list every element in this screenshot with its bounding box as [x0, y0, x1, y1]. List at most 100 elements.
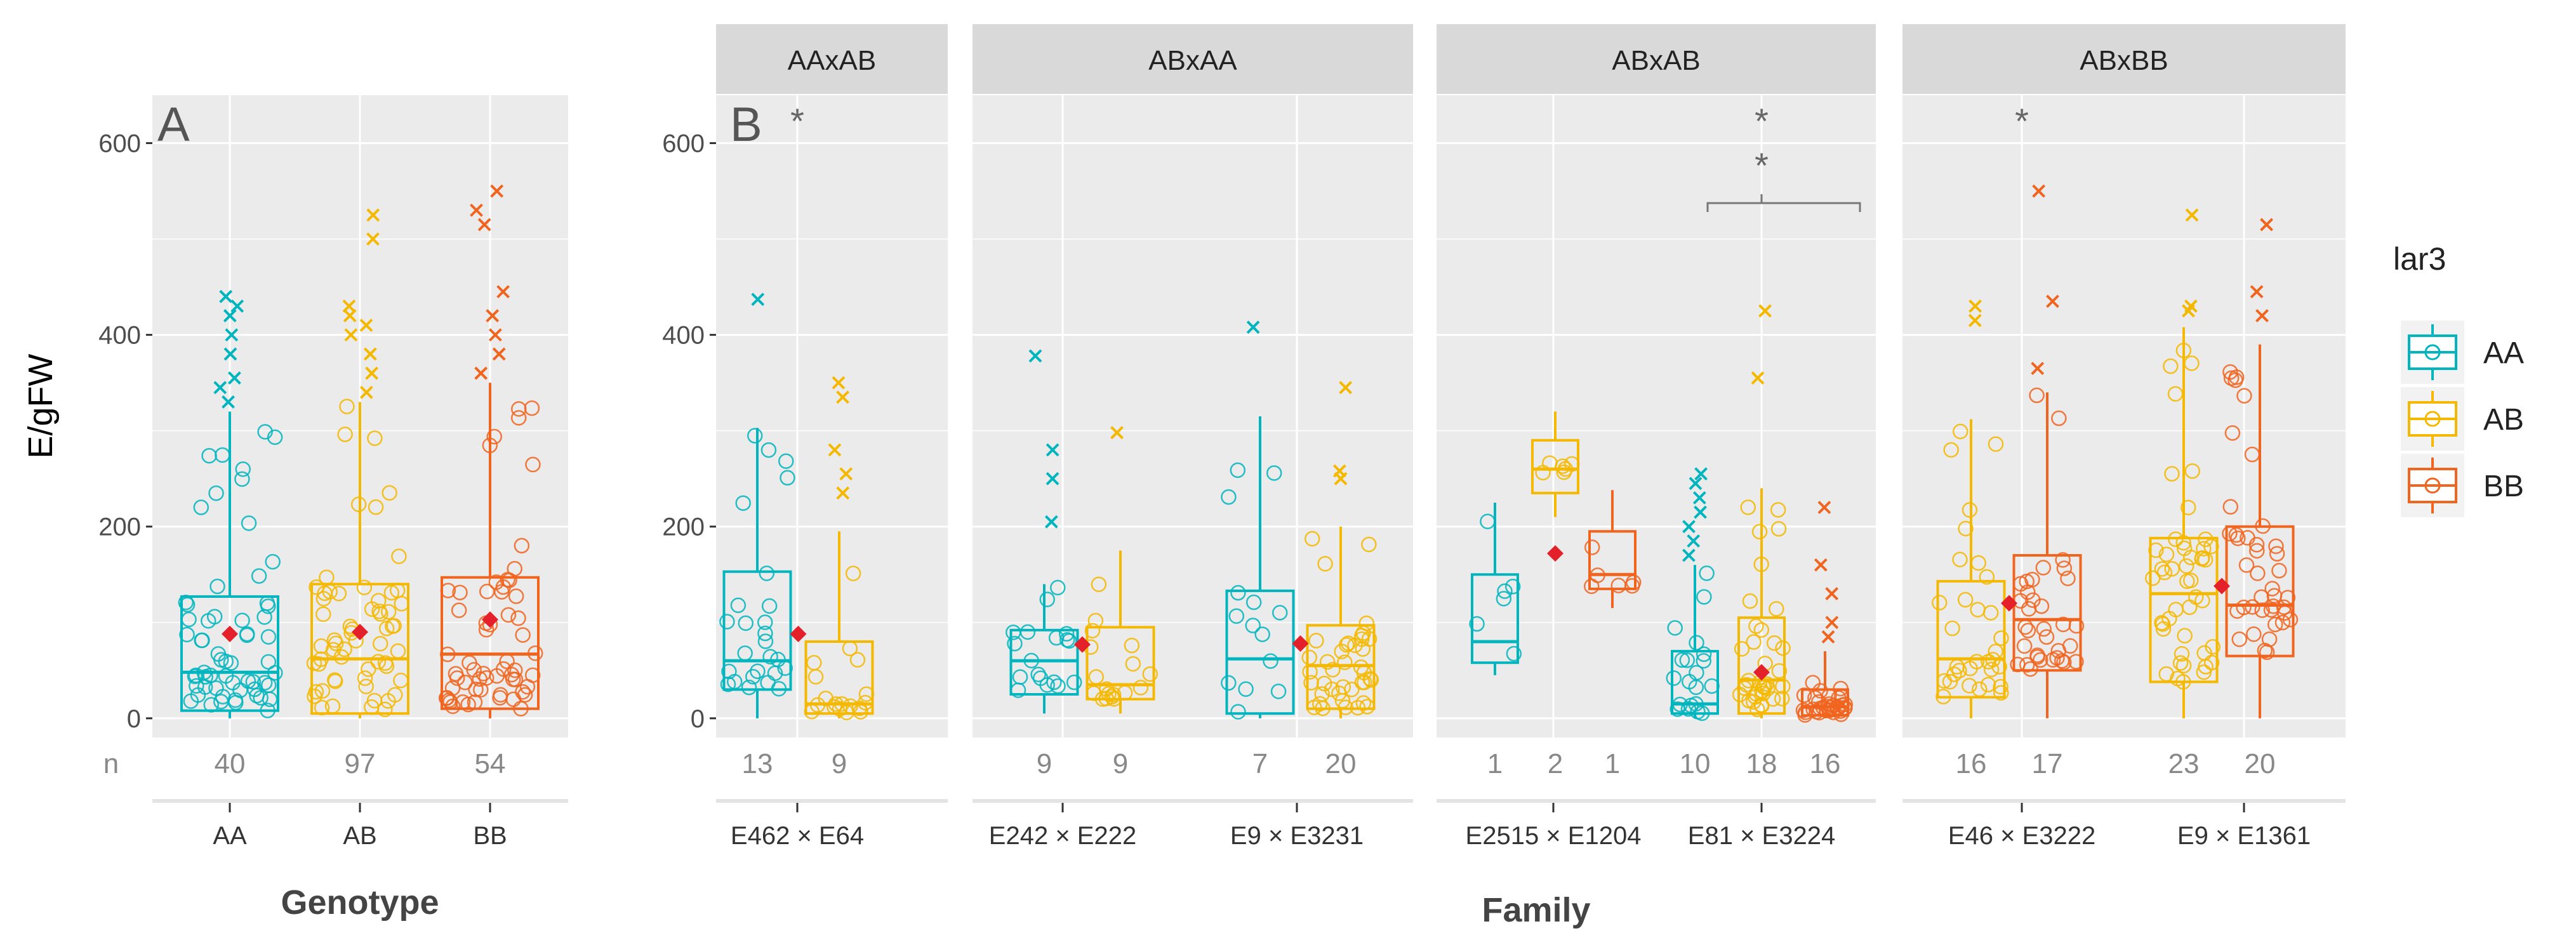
- panel-a-n-count: 40: [215, 748, 246, 779]
- data-point: [337, 426, 353, 442]
- data-point: [1354, 631, 1370, 647]
- data-point: [1506, 645, 1522, 662]
- data-point: [1308, 633, 1324, 649]
- data-point: [2019, 657, 2035, 673]
- facet-abxbb-box-BB: [2010, 184, 2085, 718]
- box-body: [2012, 554, 2082, 672]
- data-point: [500, 572, 515, 588]
- data-point: [1734, 641, 1750, 657]
- data-point: [1084, 623, 1101, 638]
- data-point: [234, 471, 250, 487]
- outlier-point: [1682, 520, 1696, 534]
- outlier-point: [359, 319, 373, 332]
- panel-a-box-AA: [178, 289, 283, 718]
- data-point: [1230, 462, 1246, 479]
- data-point: [2164, 466, 2180, 482]
- data-point: [2179, 558, 2194, 574]
- data-point: [249, 687, 265, 704]
- data-point: [356, 579, 373, 595]
- data-point: [1254, 626, 1270, 642]
- data-point: [1962, 678, 1977, 694]
- data-point: [750, 663, 766, 679]
- data-point: [260, 598, 276, 614]
- outlier-point: [2255, 308, 2269, 322]
- data-point: [2254, 602, 2270, 618]
- data-point: [2045, 652, 2061, 668]
- data-point: [2036, 621, 2052, 637]
- data-point: [495, 579, 512, 595]
- data-point: [239, 627, 255, 644]
- data-point: [515, 684, 531, 700]
- data-point: [2271, 562, 2287, 579]
- data-point: [511, 401, 527, 417]
- panel-a-x-axis-title: Genotype: [281, 883, 439, 922]
- outlier-point: [751, 293, 765, 307]
- box-body: [1225, 589, 1295, 715]
- data-point: [256, 609, 272, 625]
- data-point: [339, 399, 355, 414]
- data-point: [1958, 520, 1974, 537]
- data-point: [206, 609, 223, 625]
- family-label: E9 × E1361: [2177, 822, 2311, 850]
- data-point: [2164, 560, 2180, 577]
- data-point: [235, 461, 251, 477]
- panel-b-ytick-label: 400: [662, 322, 705, 350]
- data-point: [197, 679, 213, 695]
- data-point: [1337, 654, 1353, 670]
- data-point: [510, 410, 527, 426]
- box-body: [1471, 573, 1519, 664]
- data-point: [1952, 552, 1968, 567]
- data-point: [2174, 646, 2190, 662]
- data-point: [1666, 670, 1682, 686]
- data-point: [486, 428, 502, 445]
- family-label: E81 × E3224: [1688, 822, 1835, 850]
- legend-entry-label: BB: [2483, 470, 2524, 503]
- data-point: [1319, 654, 1336, 670]
- data-point: [371, 604, 387, 619]
- box-body: [804, 640, 874, 715]
- data-point: [738, 615, 754, 631]
- box-body: [1801, 688, 1849, 717]
- data-point: [1238, 681, 1254, 697]
- facet-aaxab-strip-label: AAxAB: [788, 45, 876, 76]
- outlier-point: [496, 285, 510, 299]
- data-point: [1104, 689, 1120, 705]
- panel-b-n-count: 1: [1605, 748, 1620, 779]
- panel-b-n-count: 10: [1680, 748, 1711, 779]
- data-point: [1361, 631, 1378, 647]
- data-point: [1125, 656, 1141, 672]
- data-point: [759, 565, 775, 581]
- data-point: [360, 661, 376, 677]
- significance-star: *: [1755, 101, 1769, 141]
- data-point: [514, 538, 530, 554]
- data-point: [2056, 560, 2073, 576]
- data-point: [1325, 661, 1341, 678]
- data-point: [2033, 652, 2048, 668]
- outlier-point: [1046, 472, 1059, 486]
- panel-a-ytick-label: 400: [98, 322, 141, 350]
- data-point: [1951, 663, 1967, 678]
- data-point: [1771, 663, 1788, 679]
- data-point: [1993, 630, 2009, 646]
- significance-star: *: [1755, 145, 1769, 185]
- data-point: [1357, 674, 1372, 691]
- data-point: [1670, 701, 1685, 717]
- data-point: [179, 626, 195, 643]
- data-point: [507, 671, 524, 687]
- data-point: [2180, 499, 2196, 515]
- data-point: [368, 499, 384, 515]
- data-point: [1988, 436, 2004, 452]
- family-mean-marker: [1292, 635, 1309, 652]
- outlier-point: [344, 328, 358, 342]
- facet-abxbb-box-BB: [2222, 218, 2299, 718]
- facet-aaxab-box-AA: [719, 293, 795, 718]
- facet-abxab-box-AA: [1469, 502, 1522, 675]
- outlier-point: [1687, 534, 1701, 548]
- data-point: [457, 675, 473, 691]
- data-point: [2062, 638, 2078, 654]
- data-point: [257, 424, 273, 440]
- mean-marker: [482, 611, 498, 628]
- data-point: [2156, 564, 2173, 581]
- data-point: [1361, 536, 1377, 553]
- data-point: [2051, 410, 2067, 426]
